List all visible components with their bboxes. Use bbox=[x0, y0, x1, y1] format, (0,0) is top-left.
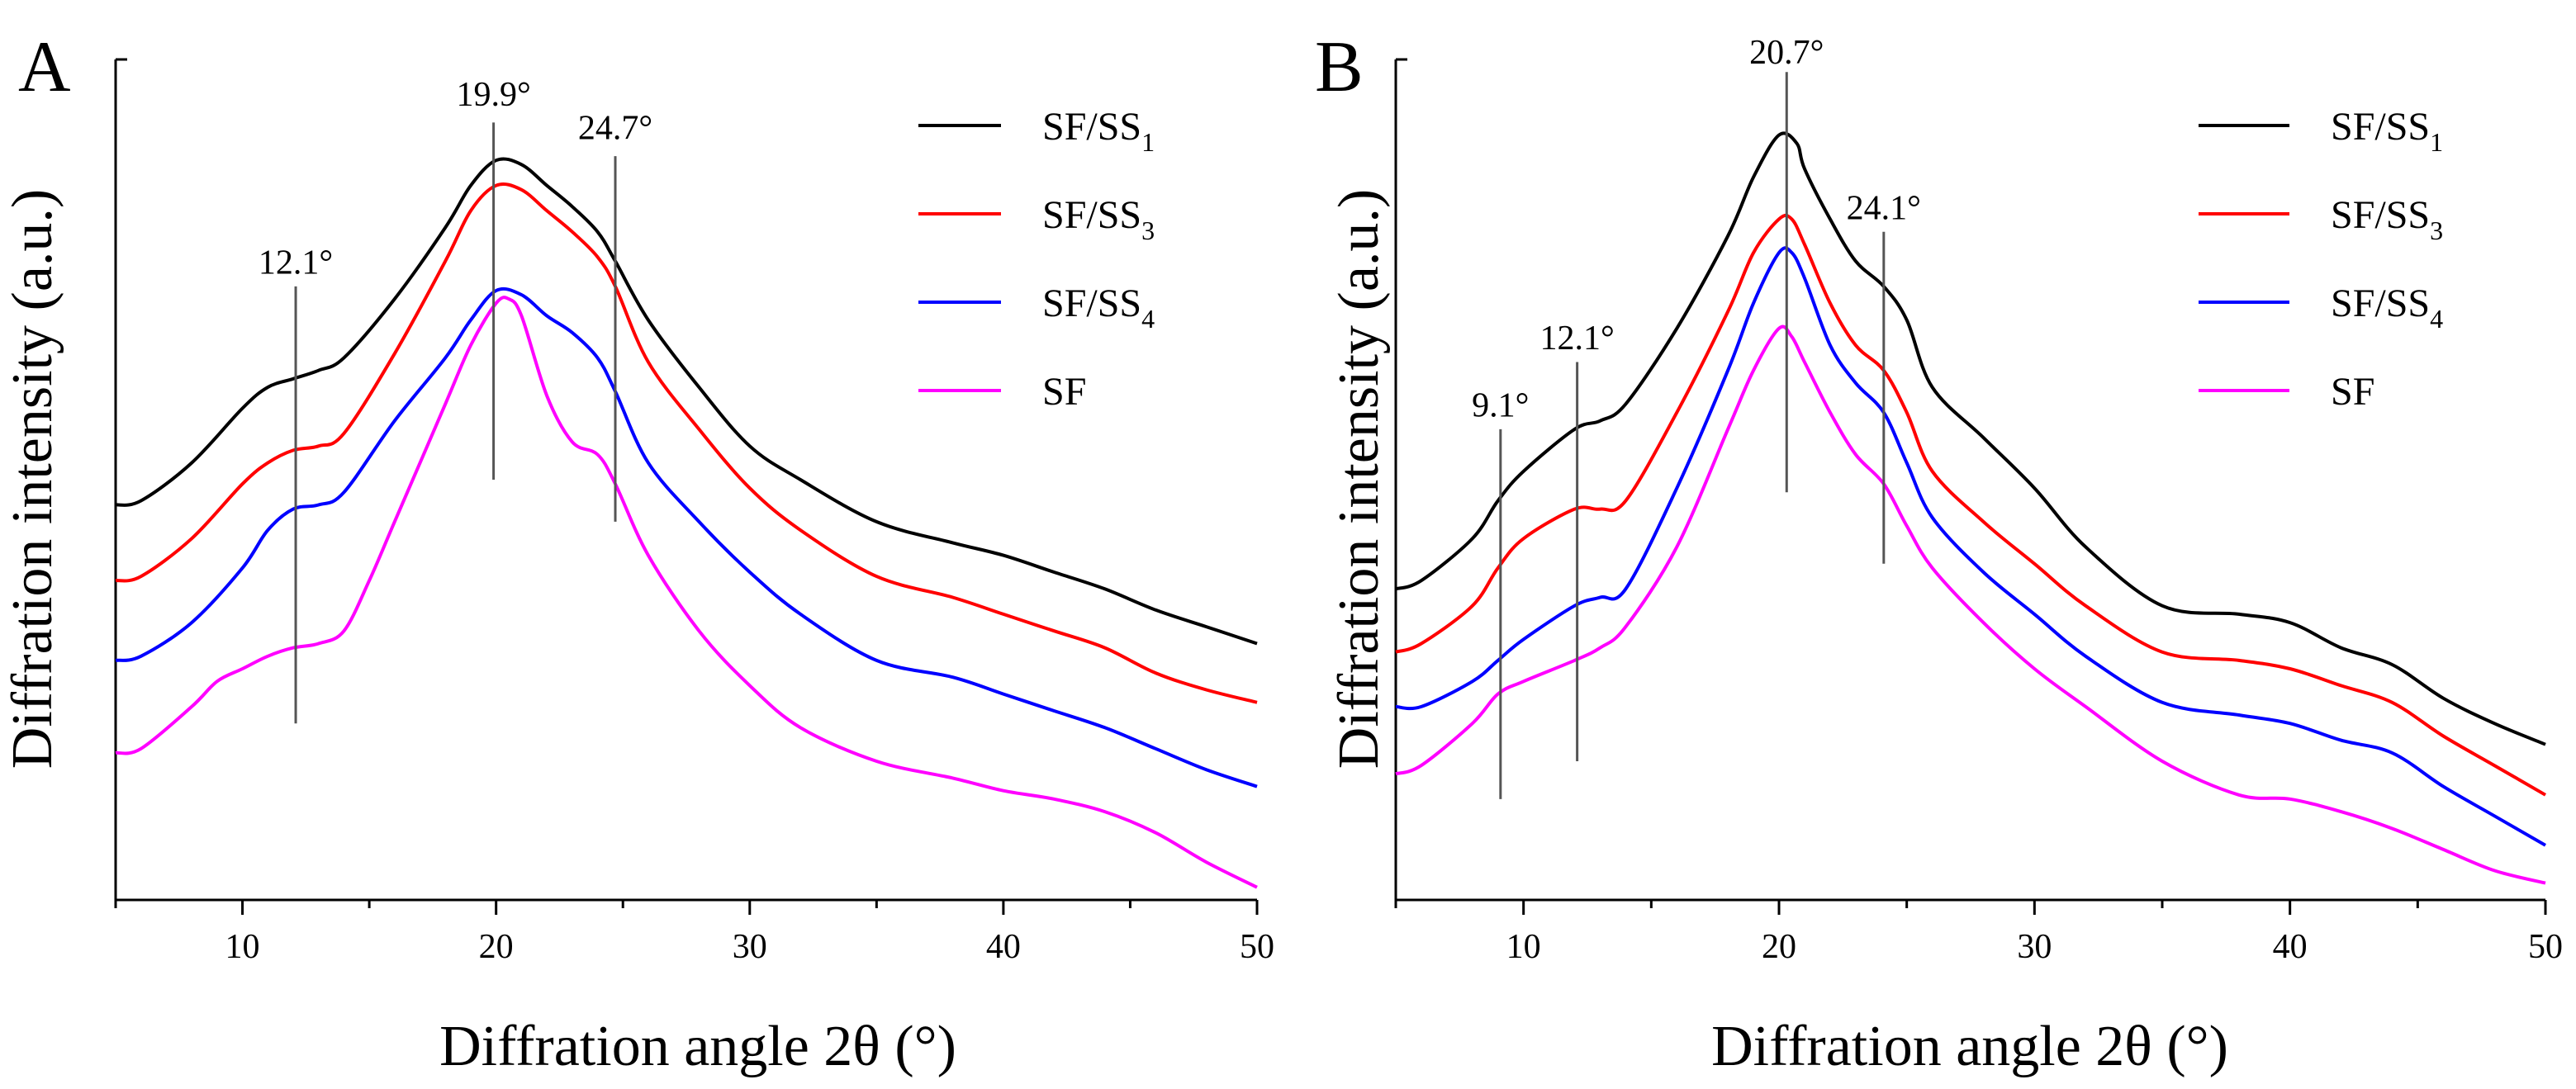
x-tick-label-b: 30 bbox=[2017, 928, 2052, 966]
series-line-a-2 bbox=[115, 182, 1258, 704]
panel-letter-b: B bbox=[1315, 27, 1364, 107]
series-line-b-1 bbox=[1395, 131, 2546, 746]
plot-area-b: 10 20 30 40 50 9.1° 12.1° 20.7° 24.1° bbox=[1394, 34, 2563, 966]
legend-label-b: SF/SS3 bbox=[2331, 193, 2443, 245]
peak-marker-label-a: 19.9° bbox=[456, 76, 530, 114]
legend-label-b: SF/SS1 bbox=[2331, 105, 2443, 157]
legend-label-a: SF/SS1 bbox=[1042, 105, 1155, 157]
x-tick-label-a: 30 bbox=[733, 928, 767, 966]
peak-marker-label-a: 12.1° bbox=[259, 244, 333, 282]
legend-label-a: SF bbox=[1042, 370, 1086, 414]
x-tick-label-a: 20 bbox=[479, 928, 514, 966]
series-line-a-1 bbox=[115, 157, 1258, 646]
legend-subscript: 3 bbox=[1141, 215, 1155, 245]
legend-label-b: SF bbox=[2331, 370, 2374, 414]
x-tick-label-b: 50 bbox=[2528, 928, 2563, 966]
plot-area-a: 10 20 30 40 50 12.1° 19.9° 24.7° bbox=[114, 58, 1274, 966]
legend-label-a: SF/SS4 bbox=[1042, 282, 1155, 334]
peak-marker-label-b: 20.7° bbox=[1749, 34, 1824, 72]
peak-marker-label-b: 12.1° bbox=[1539, 320, 1614, 357]
legend-subscript: 1 bbox=[2430, 127, 2443, 157]
panel-b: B Diffration intensity (a.u.) Diffration… bbox=[1315, 27, 2563, 1078]
peak-marker-label-b: 24.1° bbox=[1847, 189, 1921, 227]
series-line-b-4 bbox=[1395, 324, 2546, 885]
series-line-a-3 bbox=[115, 286, 1258, 788]
panel-a: A Diffration intensity (a.u.) Diffration… bbox=[1, 27, 1274, 1078]
x-tick-label-a: 40 bbox=[986, 928, 1021, 966]
y-axis-label-a: Diffration intensity (a.u.) bbox=[1, 189, 64, 769]
x-tick-label-b: 20 bbox=[1762, 928, 1796, 966]
x-tick-label-b: 40 bbox=[2273, 928, 2308, 966]
legend-label-b: SF/SS4 bbox=[2331, 282, 2443, 334]
legend-a: SF/SS1 SF/SS3 SF/SS4 SF bbox=[918, 105, 1155, 414]
x-tick-label-a: 10 bbox=[225, 928, 260, 966]
legend-b: SF/SS1 SF/SS3 SF/SS4 SF bbox=[2199, 105, 2443, 414]
legend-label-a: SF/SS3 bbox=[1042, 193, 1155, 245]
panel-letter-a: A bbox=[18, 27, 71, 107]
legend-subscript: 1 bbox=[1141, 127, 1155, 157]
x-axis-label-a: Diffration angle 2θ (°) bbox=[439, 1015, 956, 1078]
x-axis-label-b: Diffration angle 2θ (°) bbox=[1711, 1015, 2228, 1078]
peak-marker-label-a: 24.7° bbox=[578, 110, 652, 148]
y-axis-label-b: Diffration intensity (a.u.) bbox=[1327, 189, 1391, 769]
x-tick-label-a: 50 bbox=[1240, 928, 1274, 966]
legend-subscript: 3 bbox=[2430, 215, 2443, 245]
peak-marker-label-b: 9.1° bbox=[1472, 387, 1529, 425]
series-line-a-4 bbox=[115, 296, 1258, 889]
legend-subscript: 4 bbox=[1141, 304, 1155, 334]
series-line-b-2 bbox=[1395, 213, 2547, 797]
legend-subscript: 4 bbox=[2430, 304, 2443, 334]
x-tick-label-b: 10 bbox=[1506, 928, 1541, 966]
